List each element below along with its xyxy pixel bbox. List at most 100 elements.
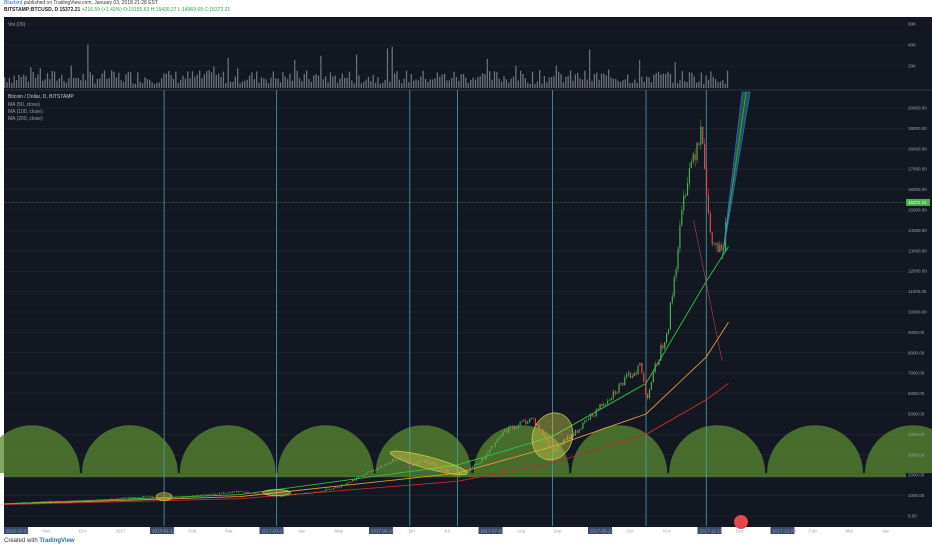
volume-bar [486, 58, 489, 88]
candle-body [321, 491, 323, 492]
candle-body [198, 495, 200, 496]
volume-bar [77, 77, 80, 88]
volume-bar [113, 71, 115, 88]
candle-body [91, 500, 93, 501]
volume-bar [712, 76, 714, 88]
semicircle [277, 425, 374, 474]
candle-body [66, 500, 68, 502]
author-link[interactable]: Bluebird [4, 0, 23, 6]
publish-line: Bluebird published on TradingView.com, J… [4, 0, 904, 7]
volume-bar [208, 70, 210, 88]
candle-body [679, 225, 681, 249]
volume-bar [111, 70, 113, 88]
volume-bar [120, 80, 122, 88]
volume-bar [584, 70, 586, 88]
volume-bar [667, 71, 669, 88]
volume-bar [23, 74, 25, 88]
volume-bar [624, 79, 626, 88]
candle-body [719, 244, 721, 253]
candle-body [26, 502, 29, 504]
candle-body [565, 439, 567, 441]
candle-body [5, 503, 8, 505]
candle-body [648, 389, 651, 399]
candle-body [312, 492, 314, 494]
volume-bar [593, 74, 596, 88]
volume-bar [717, 82, 719, 88]
candle-body [102, 499, 105, 501]
time-tick-label: Feb [189, 529, 197, 534]
volume-bar [251, 72, 253, 88]
volume-bar [558, 71, 560, 88]
candle-body [449, 472, 451, 474]
volume-bar [253, 79, 255, 88]
volume-bar [434, 78, 436, 88]
candle-body [430, 463, 432, 465]
volume-bar [220, 76, 222, 88]
candle-body [99, 499, 101, 501]
volume-bar [265, 79, 267, 88]
candle-body [702, 126, 704, 144]
candle-body [76, 500, 78, 502]
volume-bar [106, 78, 108, 88]
volume-bar [560, 74, 562, 88]
volume-bar [467, 83, 469, 88]
candle-body [612, 391, 614, 398]
candle-body [591, 414, 594, 417]
candle-body [622, 383, 624, 386]
candle-body [15, 503, 17, 504]
candle-body [55, 500, 57, 502]
symbol-label[interactable]: BITSTAMP:BTCUSD, D [4, 7, 59, 13]
volume-bar [415, 79, 417, 88]
volume-bar [201, 78, 203, 88]
volume-bar [619, 81, 622, 88]
volume-bar [75, 77, 77, 88]
volume-bar [684, 81, 686, 88]
volume-bar [151, 82, 153, 88]
time-tick-label: Nov [663, 529, 672, 534]
price-tick-label: 3000.00 [908, 452, 925, 457]
footer-brand[interactable]: TradingView [39, 538, 75, 544]
price-tick-label: 16000.00 [908, 187, 927, 192]
candle-body [317, 491, 320, 493]
volume-bar [63, 80, 65, 88]
candle-body [709, 213, 711, 233]
price-tick-label: 4000.00 [908, 432, 925, 437]
candle-body [237, 490, 240, 493]
candle-body [300, 493, 302, 495]
candle-body [599, 404, 601, 410]
candle-body [159, 498, 162, 499]
volume-bar [389, 81, 391, 88]
candle-body [460, 473, 462, 475]
volume-bar [206, 71, 208, 88]
grid-lines [4, 89, 932, 517]
candle-body [165, 499, 167, 500]
candle-body [498, 437, 500, 439]
candle-body [473, 464, 476, 467]
volume-bar [84, 80, 87, 88]
candle-body [142, 496, 145, 498]
volume-bar [681, 71, 683, 88]
candle-body [538, 424, 540, 430]
volume-bar [422, 70, 424, 88]
candle-body [57, 500, 59, 502]
candle-body [190, 496, 192, 497]
volume-bar [320, 55, 322, 88]
candle-body [576, 430, 578, 434]
candle-body [618, 384, 620, 393]
candle-body [127, 497, 129, 498]
volume-bar [322, 79, 324, 88]
volume-bar [175, 71, 177, 88]
candle-body [546, 437, 548, 441]
volume-bar [344, 77, 346, 88]
candle-body [179, 498, 181, 499]
candle-body [428, 462, 430, 465]
candle-body [49, 500, 51, 502]
candle-body [34, 501, 36, 503]
volume-bar [603, 73, 605, 88]
volume-bar [267, 83, 270, 88]
candle-body [207, 494, 209, 496]
volume-bar [374, 82, 377, 88]
volume-bar [700, 72, 703, 88]
candle-body [407, 459, 409, 464]
